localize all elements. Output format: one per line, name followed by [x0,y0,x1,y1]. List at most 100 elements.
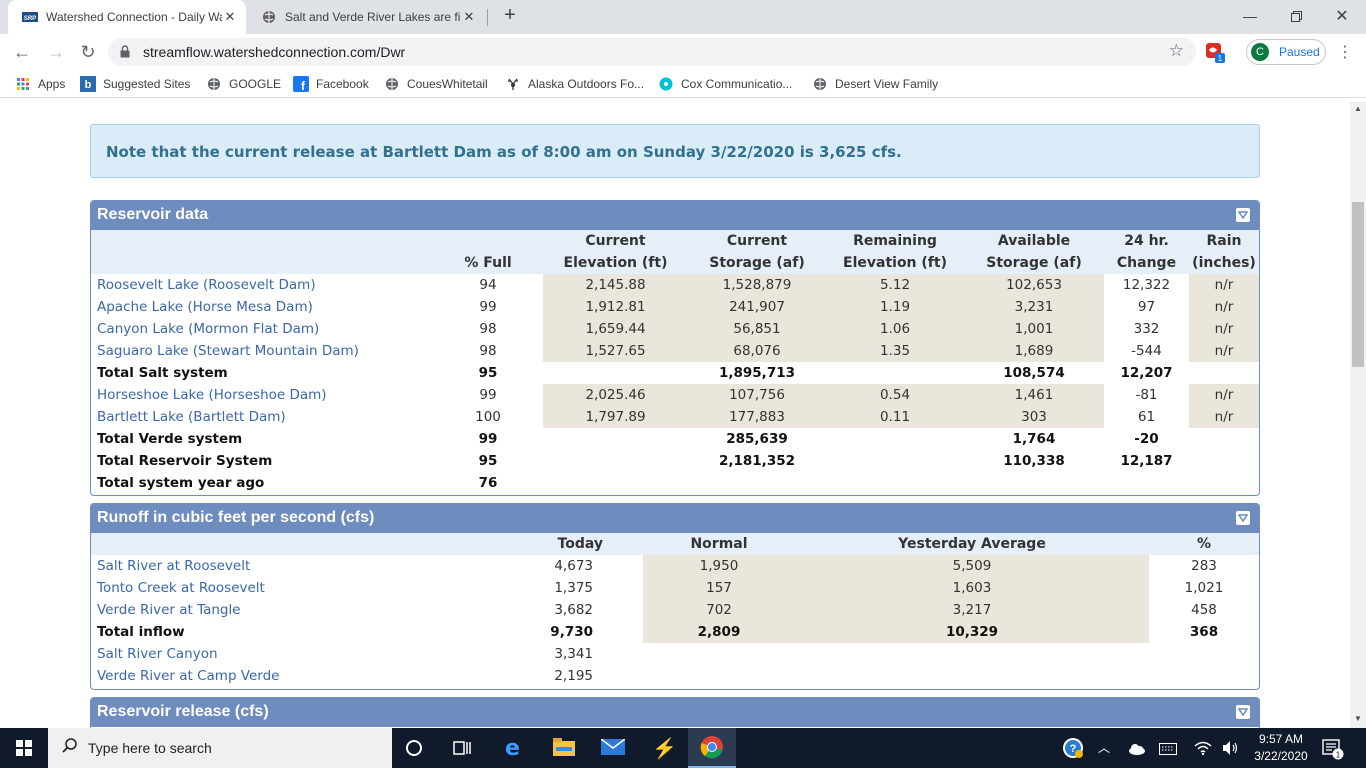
search-placeholder: Type here to search [88,740,212,756]
panel-header: Runoff in cubic feet per second (cfs) [91,504,1259,533]
clock[interactable]: 9:57 AM 3/22/2020 [1248,731,1314,765]
storage-cell: 241,907 [688,296,826,318]
keyboard-icon[interactable] [1159,742,1177,760]
yesterday-average-cell: 5,509 [795,555,1149,577]
reservoir-name[interactable]: Horseshoe Lake (Horseshoe Dam) [97,387,327,403]
address-bar[interactable]: streamflow.watershedconnection.com/Dwr ☆ [108,38,1196,66]
reservoir-name[interactable]: Saguaro Lake (Stewart Mountain Dam) [97,343,359,359]
minimize-button[interactable]: — [1243,8,1257,24]
cortana-icon[interactable] [404,738,424,763]
remaining-elevation-cell: 0.11 [826,406,964,428]
taskbar-search-box[interactable]: Type here to search [48,728,392,768]
col-spacer [91,230,433,252]
svg-text:b: b [85,79,92,91]
collapse-icon[interactable] [1236,208,1250,222]
windows-start-icon[interactable] [0,728,48,768]
bookmark-label: Cox Communicatio... [681,77,793,91]
pct-full-cell: 76 [478,475,498,491]
globe-icon [384,76,400,92]
available-storage-cell: 1,764 [1012,431,1056,447]
bookmark-apps[interactable]: Apps [15,75,65,93]
elevation-cell: 2,145.88 [543,274,688,296]
collapse-icon[interactable] [1236,511,1250,525]
yesterday-average-cell: 10,329 [795,621,1149,643]
today-cell: 9,730 [550,624,593,640]
reservoir-name[interactable]: Roosevelt Lake (Roosevelt Dam) [97,277,316,293]
terminal-icon[interactable]: ⚡ [652,738,677,760]
volume-icon[interactable] [1222,740,1240,761]
bookmark-cox[interactable]: Cox Communicatio... [658,75,792,93]
gauge-name[interactable]: Verde River at Tangle [97,602,241,618]
rain-cell [1189,362,1259,384]
back-button[interactable]: ← [13,41,31,62]
scroll-down-icon[interactable]: ▼ [1354,714,1362,723]
menu-kebab-icon[interactable]: ⋮ [1337,44,1353,61]
chevron-up-icon[interactable]: ︿ [1098,741,1111,755]
page-scrollbar[interactable]: ▲ ▼ [1350,102,1366,728]
reservoir-name[interactable]: Bartlett Lake (Bartlett Dam) [97,409,286,425]
table-row: Salt River Canyon 3,341 [91,643,1259,665]
close-icon[interactable]: ✕ [224,9,236,24]
bookmark-star-icon[interactable]: ☆ [1168,41,1184,60]
table-row: Roosevelt Lake (Roosevelt Dam) 94 2,145.88… [91,274,1259,296]
close-icon[interactable]: ✕ [463,9,475,24]
help-icon[interactable]: ? [1062,737,1084,764]
mail-icon[interactable] [600,738,626,760]
col-header-inches: (inches) [1189,252,1259,274]
extension-icon[interactable]: 1 [1205,42,1225,63]
cloud-icon[interactable] [1128,742,1146,760]
chrome-taskbar-icon[interactable] [688,728,736,768]
remaining-elevation-cell [826,472,964,494]
gauge-name[interactable]: Salt River Canyon [97,646,218,662]
rain-cell: n/r [1189,406,1259,428]
yesterday-average-cell [795,665,1149,687]
new-tab-button[interactable]: + [504,4,516,26]
change-cell: -20 [1134,431,1159,447]
storage-cell: 2,181,352 [718,453,795,469]
elevation-cell [543,362,688,384]
bookmark-coueswhitetail[interactable]: CouesWhitetail [384,75,488,93]
gauge-name[interactable]: Salt River at Roosevelt [97,558,251,574]
bookmark-suggested-sites[interactable]: b Suggested Sites [80,75,190,93]
wifi-icon[interactable] [1194,740,1212,761]
col-spacer [433,230,543,252]
pct-full-cell: 99 [479,387,497,403]
gauge-name[interactable]: Tonto Creek at Roosevelt [97,580,265,596]
table-row: Verde River at Tangle 3,682 702 3,217 458 [91,599,1259,621]
tab-salt-verde[interactable]: Salt and Verde River Lakes are fill ✕ [247,0,485,34]
edge-icon[interactable]: e [505,736,520,761]
table-row: Total inflow 9,730 2,809 10,329 368 [91,621,1259,643]
today-cell: 2,195 [554,668,593,684]
bookmark-alaska-outdoors[interactable]: Alaska Outdoors Fo... [505,75,644,93]
reservoir-name: Total Reservoir System [97,453,273,469]
globe-icon [206,76,222,92]
bookmark-desert-view[interactable]: Desert View Family [812,75,938,93]
collapse-icon[interactable] [1236,705,1250,719]
bookmark-facebook[interactable]: f Facebook [293,75,369,93]
available-storage-cell: 1,461 [964,384,1104,406]
pct-cell [1149,643,1259,665]
pct-full-cell: 94 [479,277,497,293]
forward-button[interactable]: → [47,41,65,62]
scrollbar-thumb[interactable] [1352,202,1364,367]
gauge-name[interactable]: Verde River at Camp Verde [97,668,280,684]
restore-button[interactable] [1273,0,1319,32]
reload-button[interactable]: ↻ [80,41,96,62]
reservoir-name[interactable]: Apache Lake (Horse Mesa Dam) [97,299,313,315]
task-view-icon[interactable] [452,738,472,763]
file-explorer-icon[interactable] [553,738,575,761]
notifications-icon[interactable]: 1 [1322,738,1344,765]
normal-cell [643,643,795,665]
reservoir-name[interactable]: Canyon Lake (Mormon Flat Dam) [97,321,320,337]
close-window-button[interactable]: ✕ [1335,8,1349,25]
scroll-up-icon[interactable]: ▲ [1354,104,1362,113]
remaining-elevation-cell [826,362,964,384]
bookmarks-bar: Apps b Suggested Sites GOOGLE f Facebook… [0,70,1366,98]
yesterday-average-cell: 3,217 [795,599,1149,621]
col-header-elevation-ft: Elevation (ft) [826,252,964,274]
profile-button[interactable]: C Paused [1246,39,1326,65]
bookmark-google[interactable]: GOOGLE [206,75,281,93]
storage-cell: 177,883 [688,406,826,428]
tab-watershed[interactable]: SRP Watershed Connection - Daily Wa ✕ [8,0,246,34]
windows-taskbar: Type here to search e ⚡ ? ︿ 9:57 AM 3/22… [0,728,1366,768]
